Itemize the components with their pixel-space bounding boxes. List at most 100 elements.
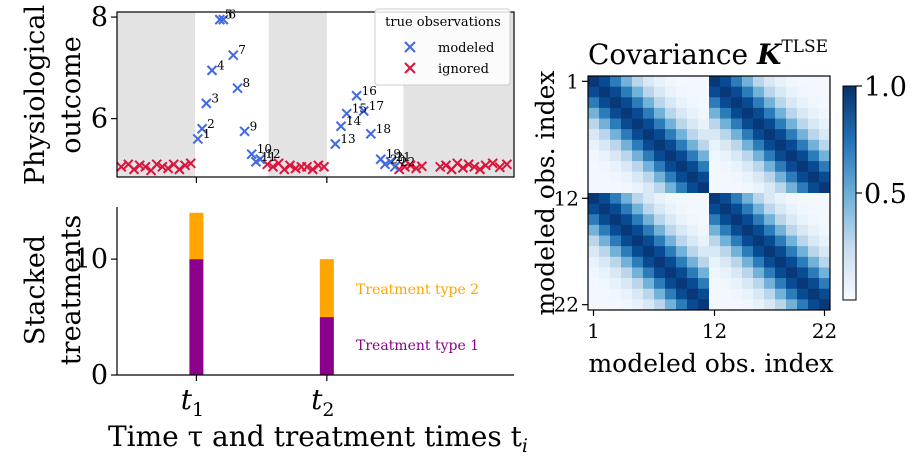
modeled-point-16-stroke-b [351,90,362,101]
bar-t2-series-1 [319,259,334,318]
heatmap-cell-12-21 [819,203,831,215]
modeled-point-4-stroke-b [206,65,218,76]
heatmap-cell-5-6 [654,129,666,141]
ignored-point-28 [416,161,428,172]
legend-marker-modeled [404,41,416,53]
heatmap-cell-0-16 [764,76,776,88]
heatmap-cell-3-7 [665,107,677,119]
heatmap-cell-1-20 [808,86,820,98]
legend-marker-ignored [404,62,416,74]
modeled-point-14-stroke-b [335,121,347,132]
heatmap-cell-20-21 [819,288,831,300]
heatmap-cell-8-21 [819,161,831,173]
heatmap-cell-6-11 [709,139,721,151]
heatmap-cell-13-0 [588,214,600,226]
heatmap-cell-19-9 [687,278,699,290]
ignored-point-10 [174,164,185,175]
heatmap-cell-6-2 [610,139,622,151]
heatmap-cell-16-20 [808,246,820,258]
heatmap-cell-14-14 [742,224,754,236]
heatmap-cell-14-4 [632,224,644,236]
heatmap-cell-21-0 [588,299,600,311]
ignored-point-1-stroke-b [123,159,134,170]
heatmap-cell-16-5 [643,246,655,258]
heatmap-cell-11-14 [742,193,754,205]
heatmap-cell-16-17 [775,246,787,258]
heatmap-cell-14-21 [819,224,831,236]
ignored-point-27-stroke-b [410,163,422,174]
heatmap-cell-16-7 [665,246,677,258]
heatmap-cell-7-12 [720,150,732,162]
heatmap-cell-19-7 [665,278,677,290]
heatmap-cell-1-13 [731,86,743,98]
heatmap-cell-1-14 [742,86,754,98]
modeled-point-5 [214,14,226,25]
heatmap-cell-7-18 [786,150,798,162]
heatmap-cell-5-8 [676,129,688,141]
ignored-point-10-stroke-b [174,164,185,175]
heatmap-cell-17-18 [786,256,798,268]
heatmap-cell-17-12 [720,256,732,268]
modeled-point-9 [239,126,250,137]
heatmap-cell-15-19 [797,235,809,247]
heatmap-ytick-label-0: 1 [566,69,579,93]
heatmap-cell-19-19 [797,278,809,290]
heatmap-cell-7-3 [621,150,633,162]
modeled-point-20-stroke-b [379,159,391,170]
heatmap-cell-3-1 [599,107,611,119]
heatmap-cell-7-6 [654,150,666,162]
heatmap-cell-18-1 [599,267,611,279]
ignored-point-21-stroke-b [307,164,318,175]
ignored-point-36-stroke-b [474,164,486,175]
heatmap-cell-21-21 [819,299,831,311]
heatmap-cell-4-1 [599,118,611,130]
heatmap-cell-3-4 [632,107,644,119]
heatmap-cell-19-13 [731,278,743,290]
heatmap-cell-4-7 [665,118,677,130]
heatmap-cell-15-7 [665,235,677,247]
point-label-13: 13 [340,132,355,146]
modeled-point-9-stroke-b [239,126,250,137]
heatmap-cell-12-9 [687,203,699,215]
heatmap-cell-6-17 [775,139,787,151]
heatmap-cell-16-19 [797,246,809,258]
heatmap-cell-6-15 [753,139,765,151]
heatmap-cell-10-0 [588,182,600,194]
heatmap-cell-16-1 [599,246,611,258]
heatmap-cell-1-7 [665,86,677,98]
ignored-point-30-stroke-b [440,160,452,171]
heatmap-cell-9-3 [621,171,633,183]
heatmap-cell-21-7 [665,299,677,311]
heatmap-cell-18-6 [654,267,666,279]
heatmap-cell-13-18 [786,214,798,226]
heatmap-cell-18-16 [764,267,776,279]
heatmap-cell-20-6 [654,288,666,300]
heatmap-cell-14-13 [731,224,743,236]
modeled-point-18-stroke-b [365,128,377,140]
point-label-17: 17 [369,99,384,113]
modeled-points [192,14,401,173]
heatmap-cell-0-2 [610,76,622,88]
heatmap-cell-4-4 [632,118,644,130]
heatmap-cell-14-5 [643,224,655,236]
bottom-y-ticks: 0 10 [74,244,117,391]
heatmap-xtick-label-0: 1 [587,319,600,343]
bar-t2-series-0 [319,317,334,375]
ignored-point-4 [140,161,151,173]
heatmap-cell-21-1 [599,299,611,311]
heatmap-cell-19-20 [808,278,820,290]
heatmap-frame [587,75,831,311]
ignored-point-3-stroke-b [134,160,145,171]
heatmap-cell-20-8 [676,288,688,300]
ignored-point-14 [267,161,279,173]
heatmap-cell-21-12 [720,299,732,311]
heatmap-cell-4-16 [764,118,776,130]
heatmap-ticks: 1 1 12 12 22 22 [554,69,838,343]
top-ylabel-line1: Physiological [20,5,51,185]
heatmap-cell-2-18 [786,97,798,109]
heatmap-cell-0-0 [588,76,600,88]
heatmap-cell-15-8 [676,235,688,247]
heatmap-cell-5-20 [808,129,820,141]
heatmap-cell-12-18 [786,203,798,215]
heatmap-title: Covariance KTLSE [588,37,828,71]
